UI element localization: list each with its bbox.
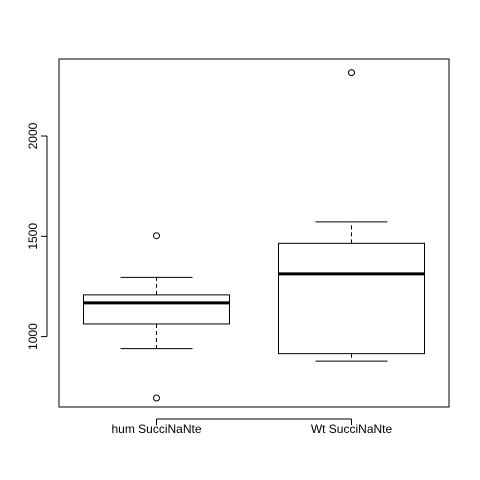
box-iqr <box>278 242 425 355</box>
plot-frame <box>58 58 450 408</box>
x-tick-label: hum SucciNaNte <box>111 422 201 436</box>
y-tick-label: 1000 <box>26 323 40 350</box>
box-group <box>83 232 230 402</box>
y-axis: 1000 1500 2000 <box>26 122 48 350</box>
box-group <box>278 69 425 362</box>
outlier-point <box>348 69 355 77</box>
box-iqr <box>83 294 230 325</box>
y-tick-label: 1500 <box>26 223 40 250</box>
outlier-point <box>153 394 160 402</box>
outlier-point <box>153 232 160 240</box>
x-axis: hum SucciNaNte Wt SucciNaNte <box>111 418 393 436</box>
box-series <box>83 69 425 402</box>
x-tick-label: Wt SucciNaNte <box>311 422 393 436</box>
y-tick-label: 2000 <box>26 122 40 149</box>
